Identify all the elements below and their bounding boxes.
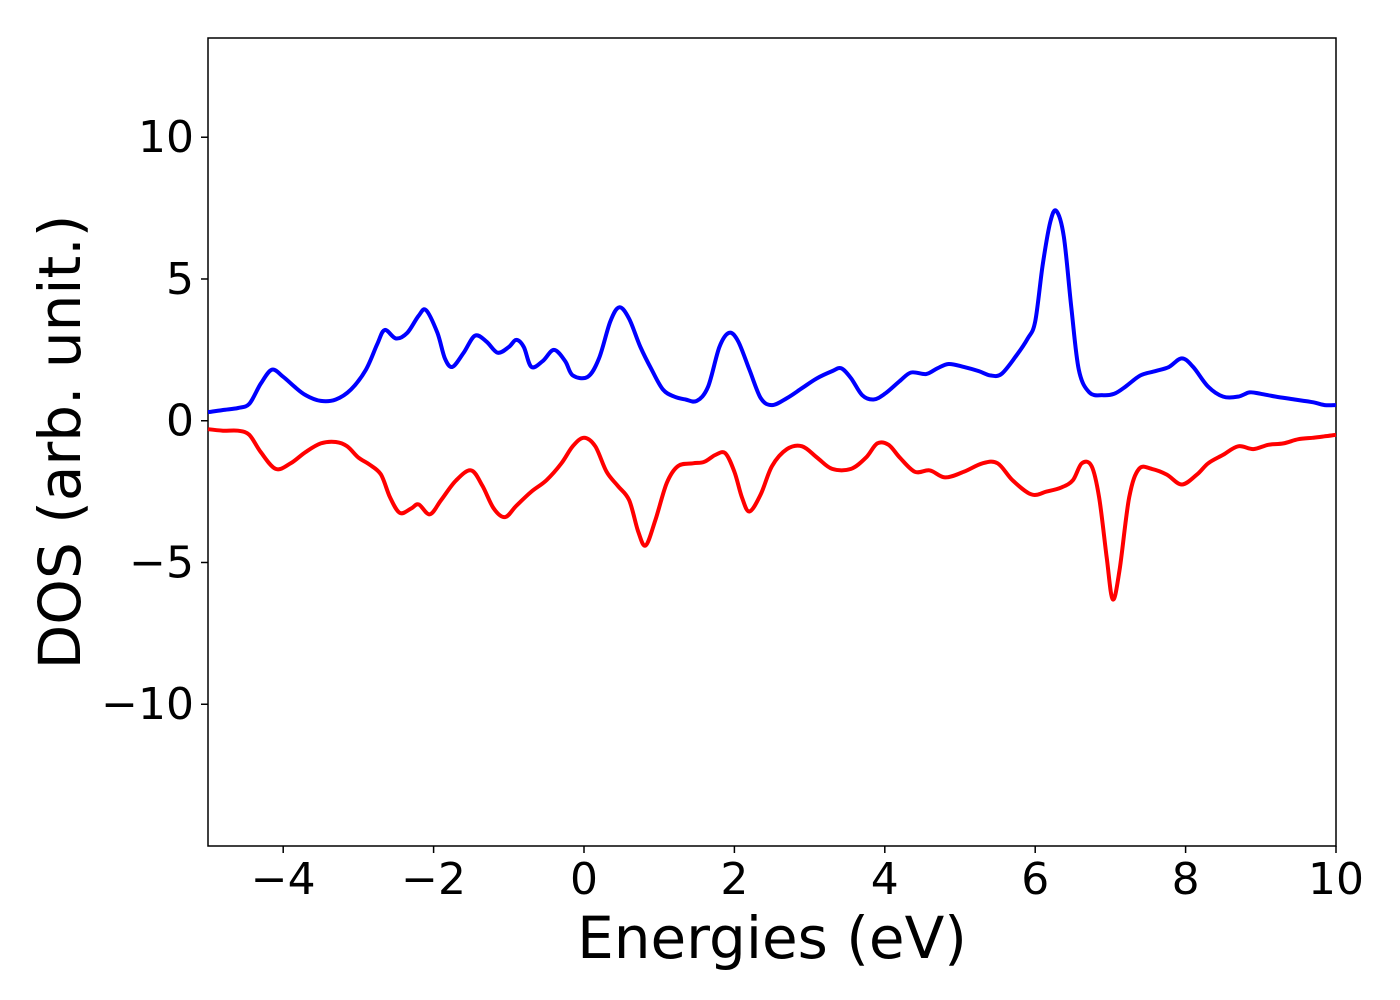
- x-tick-label: 8: [1172, 854, 1200, 905]
- y-tick-label: 5: [166, 254, 194, 305]
- y-axis-title: DOS (arb. unit.): [26, 215, 94, 670]
- y-tick-label: −5: [129, 537, 194, 588]
- plot-area: [207, 37, 1337, 847]
- x-axis-title: Energies (eV): [577, 904, 967, 972]
- x-tick-label: −2: [401, 854, 466, 905]
- y-tick-label: −10: [101, 679, 194, 730]
- x-tick-label: 2: [720, 854, 748, 905]
- x-tick-label: 0: [570, 854, 598, 905]
- y-tick-label: 0: [166, 396, 194, 447]
- spin-down-line: [207, 427, 1337, 602]
- x-tick-label: 4: [871, 854, 899, 905]
- series-layer: [207, 208, 1337, 602]
- x-axis-ticks: −4 −2 0 2 4 6 8 10: [251, 846, 1364, 905]
- x-tick-label: −4: [251, 854, 316, 905]
- y-axis-ticks: −10 −5 0 5 10: [101, 112, 208, 730]
- x-tick-label: 10: [1308, 854, 1364, 905]
- x-tick-label: 6: [1021, 854, 1049, 905]
- spin-up-line: [207, 208, 1337, 415]
- y-tick-label: 10: [138, 112, 194, 163]
